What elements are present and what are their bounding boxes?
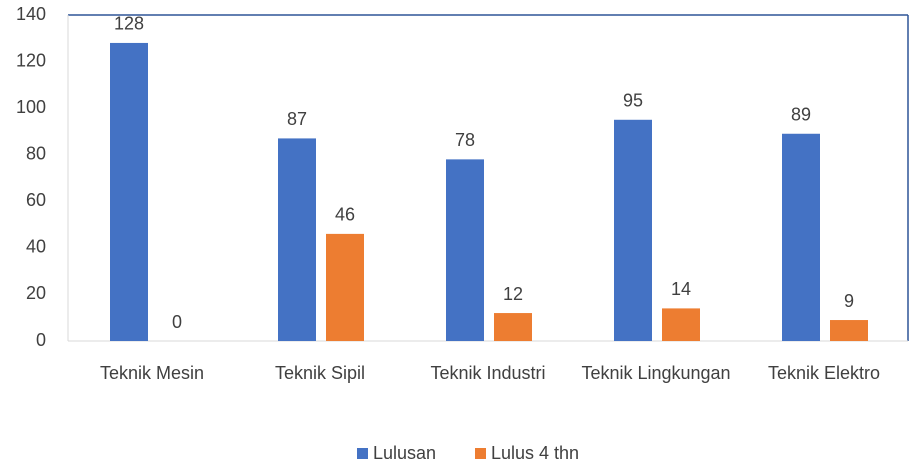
value-label: 78	[455, 130, 475, 150]
bar	[782, 133, 820, 341]
value-label: 89	[791, 105, 811, 125]
value-label: 9	[844, 291, 854, 311]
legend-swatch	[357, 448, 368, 459]
value-label: 46	[335, 205, 355, 225]
y-tick-label: 0	[36, 330, 46, 350]
y-tick-label: 100	[16, 97, 46, 117]
legend-swatch	[475, 448, 486, 459]
value-label: 0	[172, 312, 182, 332]
x-tick-label: Teknik Mesin	[99, 363, 205, 383]
y-tick-label: 120	[16, 50, 46, 70]
bar	[446, 159, 484, 341]
y-tick-label: 140	[16, 4, 46, 24]
value-label: 87	[287, 109, 307, 129]
bar	[326, 233, 364, 341]
bar	[494, 313, 532, 341]
value-label: 12	[503, 284, 523, 304]
bar	[830, 320, 868, 341]
value-label: 95	[623, 91, 643, 111]
value-label: 14	[671, 279, 691, 299]
x-tick-label: Teknik Elektro	[767, 363, 881, 383]
y-tick-label: 80	[26, 143, 46, 163]
bar	[278, 138, 316, 341]
bar	[662, 308, 700, 341]
x-tick-label: Teknik Industri	[430, 363, 546, 383]
y-tick-label: 20	[26, 283, 46, 303]
legend-label: Lulusan	[373, 443, 436, 463]
x-tick-label: Teknik Lingkungan	[581, 363, 731, 383]
y-tick-label: 60	[26, 190, 46, 210]
y-tick-label: 40	[26, 237, 46, 257]
bar	[110, 42, 148, 341]
legend-label: Lulus 4 thn	[491, 443, 579, 463]
x-tick-label: Teknik Sipil	[274, 363, 366, 383]
value-label: 128	[114, 14, 144, 34]
bar	[614, 119, 652, 342]
